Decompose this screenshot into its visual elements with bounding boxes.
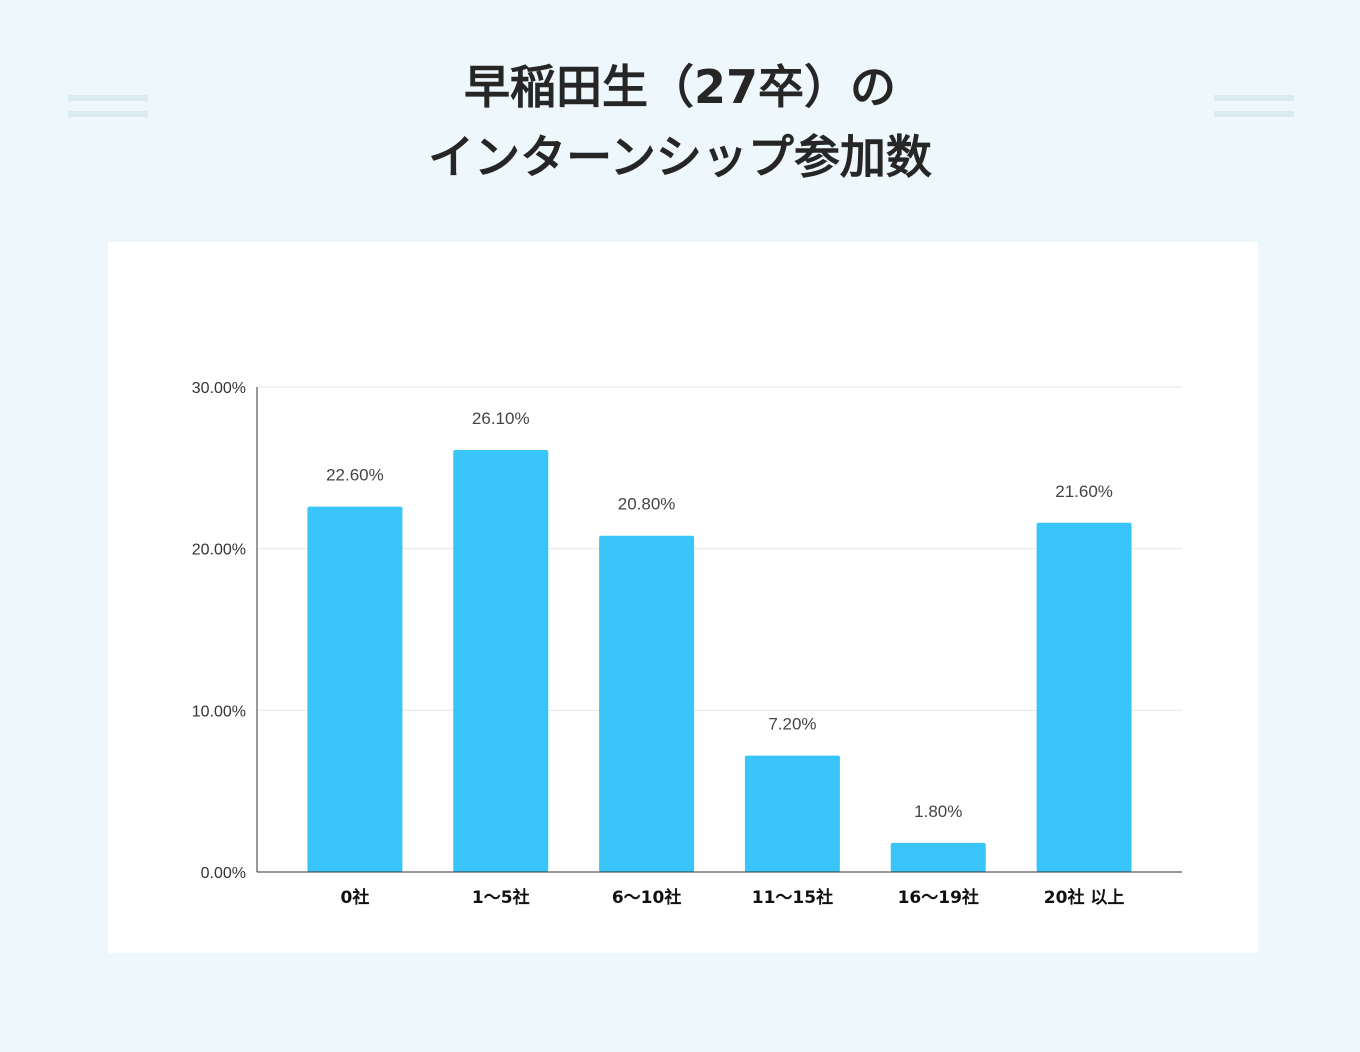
data-label: 1.80% <box>914 802 962 821</box>
data-label: 20.80% <box>618 495 676 514</box>
bar <box>307 506 403 872</box>
data-label: 22.60% <box>326 466 384 485</box>
y-tick-label: 0.00% <box>201 865 246 882</box>
x-tick-label: 0社 <box>340 887 369 908</box>
page-title: 早稲田生（27卒）の インターンシップ参加数 <box>0 52 1360 192</box>
chart-card: 0.00% 10.00% 20.00% 30.00% 22.60% 26.10% 20.8… <box>108 242 1258 953</box>
data-labels: 22.60% 26.10% 20.80% 7.20% 1.80% 21.60% <box>326 409 1113 821</box>
y-tick-label: 10.00% <box>192 703 246 720</box>
data-label: 21.60% <box>1055 482 1113 501</box>
x-tick-label: 20社 以上 <box>1044 887 1125 908</box>
bar <box>890 842 986 872</box>
y-axis-tick-labels: 0.00% 10.00% 20.00% 30.00% <box>192 380 246 882</box>
data-label: 7.20% <box>768 715 816 734</box>
decor-line-right-top <box>1214 95 1294 101</box>
data-label: 26.10% <box>472 409 530 428</box>
x-tick-label: 11～15社 <box>752 887 833 908</box>
gridlines <box>257 386 1182 711</box>
bar-chart: 0.00% 10.00% 20.00% 30.00% 22.60% 26.10% 20.8… <box>192 380 1182 908</box>
y-tick-label: 20.00% <box>192 542 246 559</box>
x-tick-label: 6～10社 <box>612 887 682 908</box>
x-axis-tick-labels: 0社 1～5社 6～10社 11～15社 16～19社 20社 以上 <box>340 887 1124 908</box>
bar <box>453 450 549 872</box>
y-tick-label: 30.00% <box>192 380 246 397</box>
title-line-1: 早稲田生（27卒）の <box>463 60 896 114</box>
bar <box>1036 522 1132 872</box>
x-tick-label: 16～19社 <box>898 887 979 908</box>
bar <box>744 755 840 872</box>
decor-line-left-top <box>68 95 148 101</box>
x-tick-label: 1～5社 <box>472 887 530 908</box>
bars <box>307 450 1132 872</box>
bar <box>599 535 695 872</box>
title-line-2: インターンシップ参加数 <box>428 130 932 184</box>
decor-line-left-bottom <box>68 111 148 117</box>
decor-line-right-bottom <box>1214 111 1294 117</box>
